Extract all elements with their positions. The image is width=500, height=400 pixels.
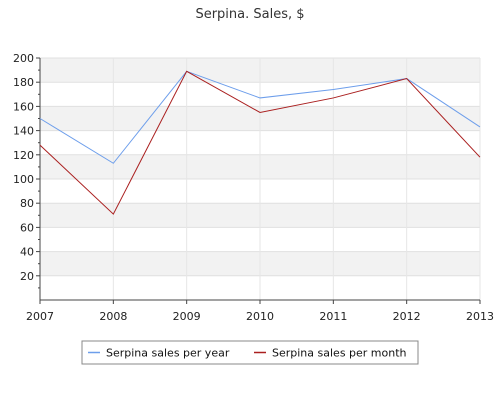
y-tick-label: 60 xyxy=(20,221,34,234)
x-tick-label: 2011 xyxy=(319,310,347,323)
x-tick-label: 2010 xyxy=(246,310,274,323)
y-tick-label: 180 xyxy=(13,76,34,89)
x-tick-label: 2008 xyxy=(99,310,127,323)
legend: Serpina sales per year Serpina sales per … xyxy=(81,340,419,365)
legend-label: Serpina sales per year xyxy=(106,347,230,360)
y-tick-label: 20 xyxy=(20,270,34,283)
x-axis-ticks: 2007 2008 2009 2010 2011 2012 2013 xyxy=(26,300,494,323)
y-axis-ticks: 20 40 60 80 100 120 140 160 180 200 xyxy=(13,52,40,289)
y-tick-label: 100 xyxy=(13,173,34,186)
series-line-2 xyxy=(39,70,481,215)
legend-label: Serpina sales per month xyxy=(272,347,407,360)
y-tick-label: 120 xyxy=(13,149,34,162)
x-tick-label: 2007 xyxy=(26,310,54,323)
chart-title: Serpina. Sales, $ xyxy=(195,7,304,22)
x-tick-label: 2012 xyxy=(393,310,421,323)
x-tick-label: 2013 xyxy=(466,310,494,323)
x-tick-label: 2009 xyxy=(173,310,201,323)
y-tick-label: 40 xyxy=(20,246,34,259)
series-lines xyxy=(39,70,481,215)
y-tick-label: 80 xyxy=(20,197,34,210)
y-tick-label: 160 xyxy=(13,100,34,113)
vertical-gridlines xyxy=(39,58,481,300)
y-tick-label: 200 xyxy=(13,52,34,65)
y-tick-label: 140 xyxy=(13,125,34,138)
legend-box xyxy=(81,340,419,365)
